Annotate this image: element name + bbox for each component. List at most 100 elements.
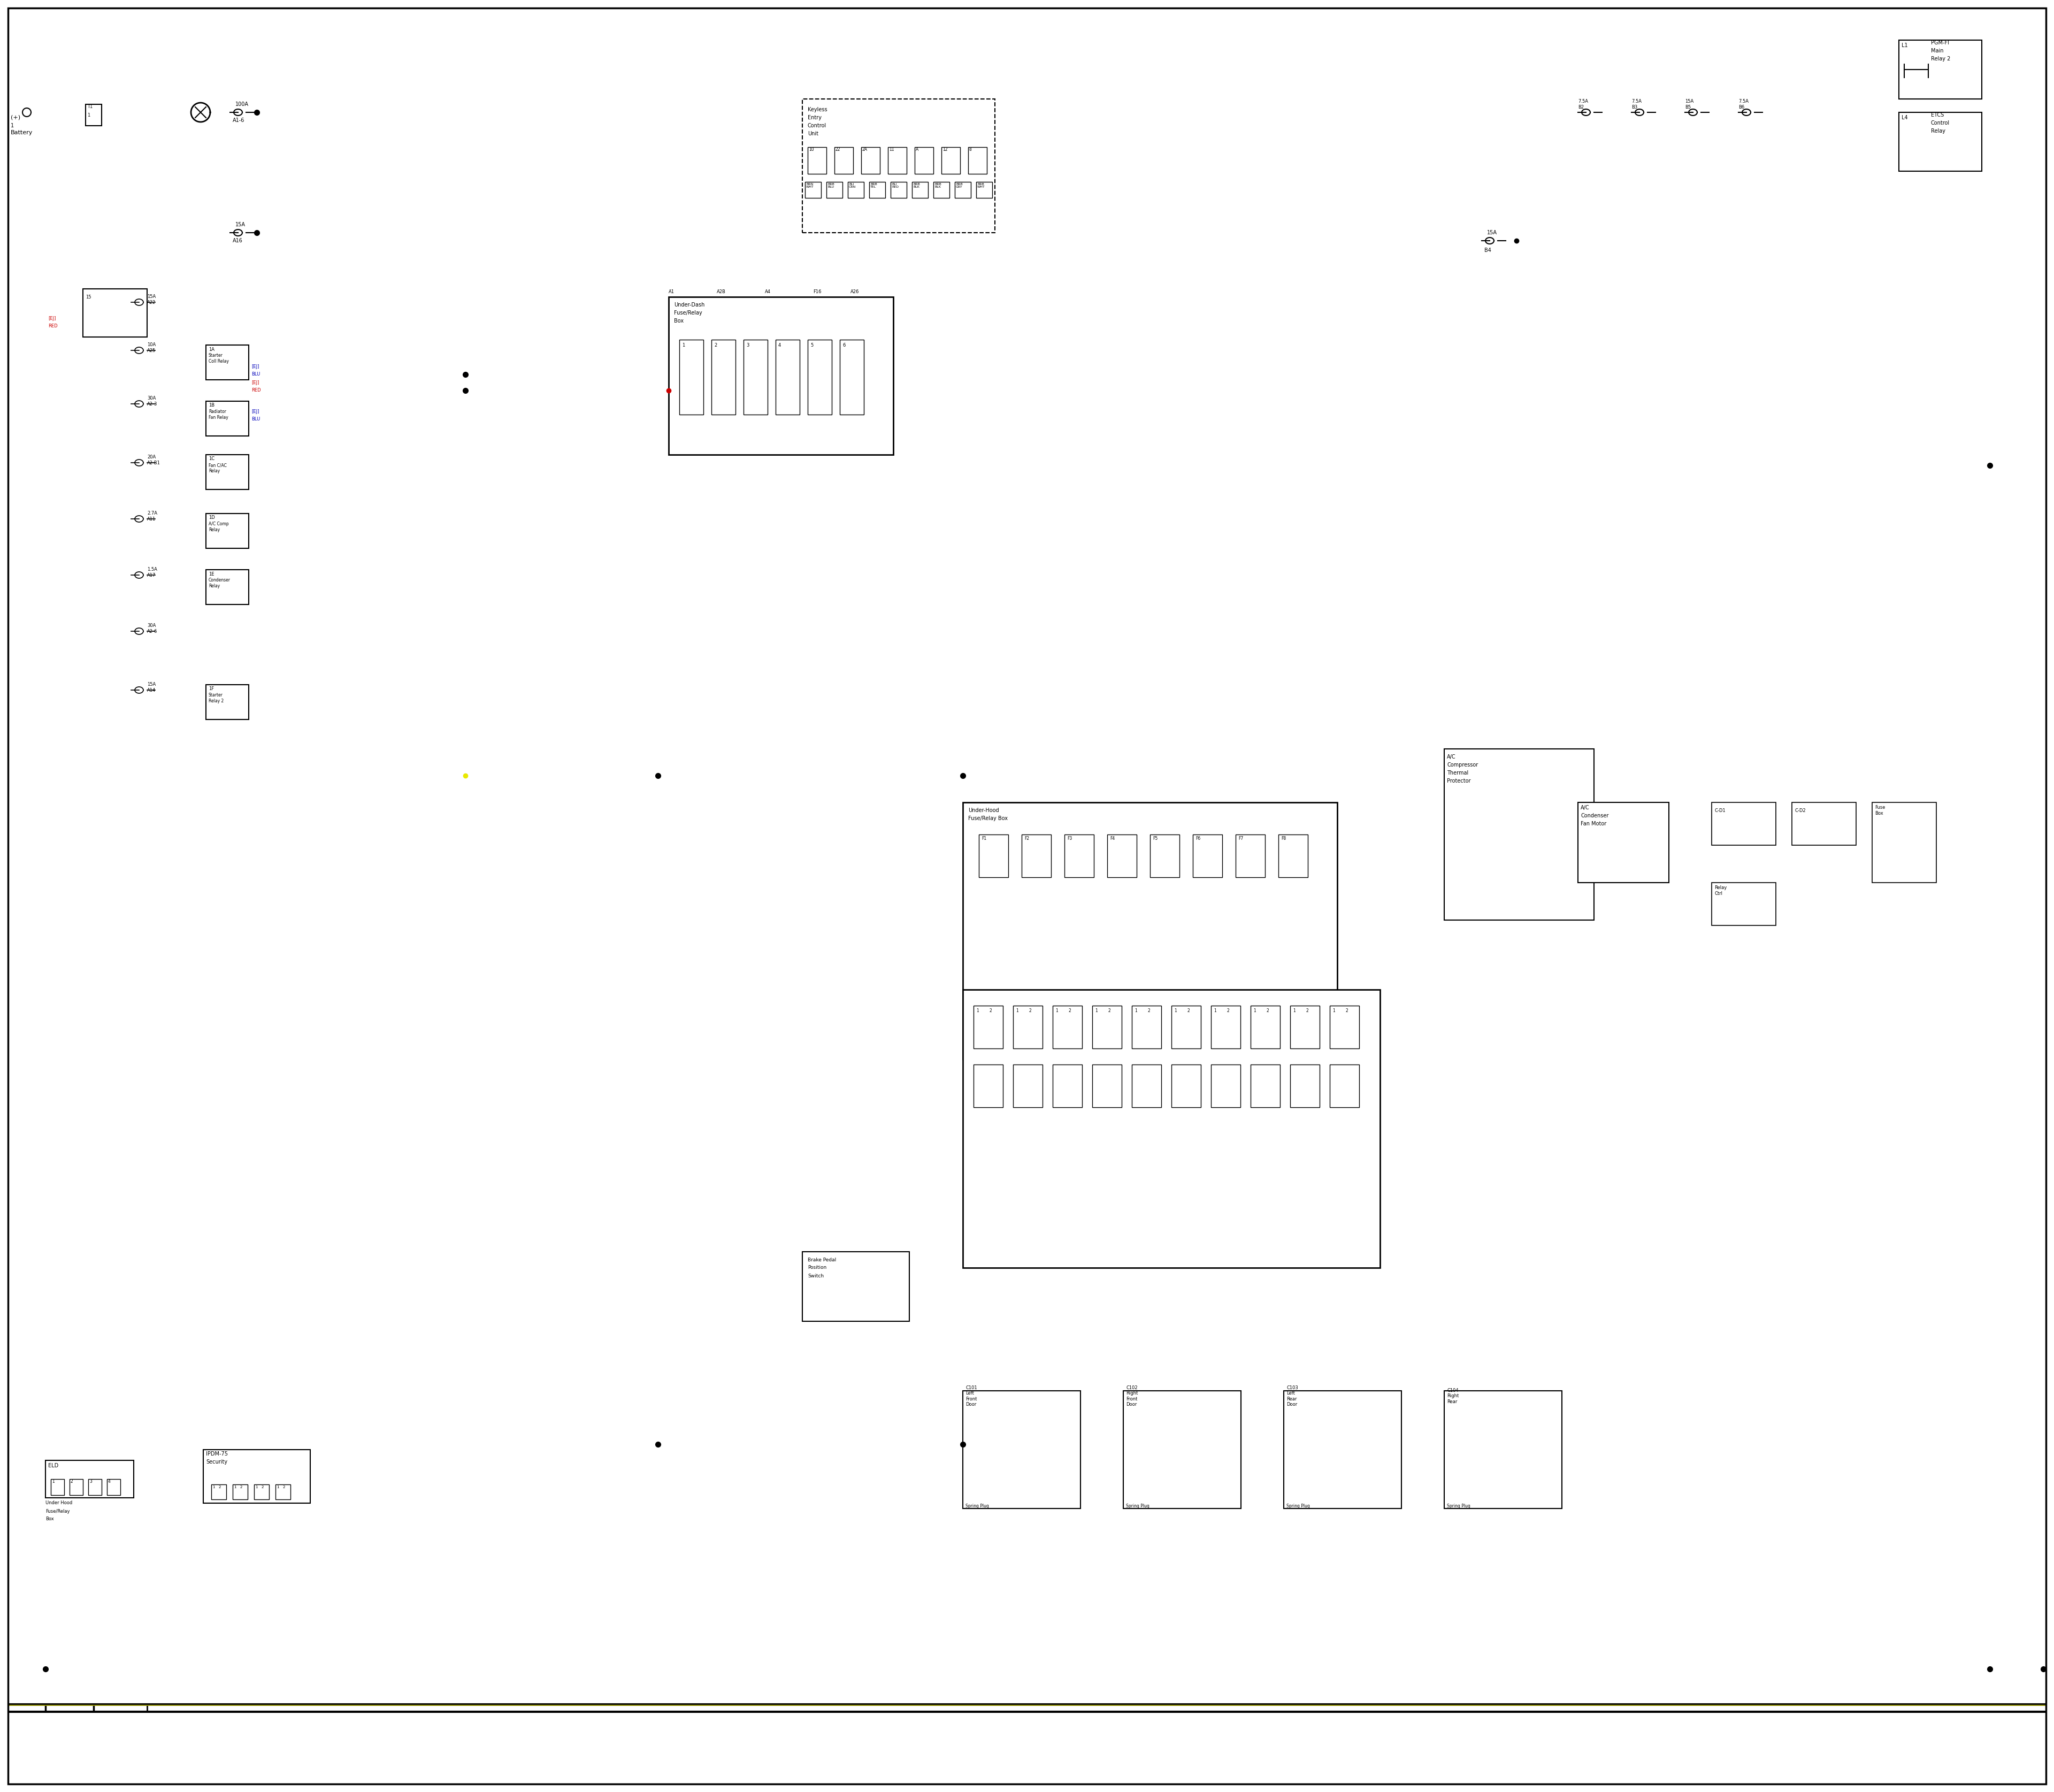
Bar xyxy=(912,181,928,197)
Text: 1C: 1C xyxy=(210,457,214,461)
Text: 1: 1 xyxy=(51,1480,53,1484)
Text: 2: 2 xyxy=(261,1486,263,1489)
Text: [EJ]: [EJ] xyxy=(251,410,259,414)
Text: [EJ]: [EJ] xyxy=(47,315,55,321)
Text: ETCS: ETCS xyxy=(1931,113,1943,118)
Bar xyxy=(1898,113,1982,172)
Text: L1: L1 xyxy=(1902,43,1908,48)
Bar xyxy=(1021,835,1052,878)
Text: 15A
B5: 15A B5 xyxy=(1684,99,1695,109)
Text: 4: 4 xyxy=(109,1480,111,1484)
Bar xyxy=(887,147,906,174)
Bar xyxy=(1329,1064,1360,1107)
Text: 1E: 1E xyxy=(210,572,214,577)
Text: 2A: 2A xyxy=(863,147,867,152)
Bar xyxy=(205,685,249,719)
Text: Spring Plug: Spring Plug xyxy=(1126,1503,1150,1509)
Text: A4: A4 xyxy=(764,289,770,294)
Bar xyxy=(869,181,885,197)
Bar xyxy=(848,181,865,197)
Text: 10: 10 xyxy=(809,147,813,152)
Text: Position: Position xyxy=(807,1265,826,1271)
Bar xyxy=(834,147,852,174)
Text: Fan Motor: Fan Motor xyxy=(1582,821,1606,826)
Text: 30A
A2-3: 30A A2-3 xyxy=(148,396,158,407)
Bar xyxy=(107,1478,121,1495)
Text: 2: 2 xyxy=(1068,1009,1072,1014)
Text: 2: 2 xyxy=(1109,1009,1111,1014)
Text: 2: 2 xyxy=(1148,1009,1150,1014)
Text: Spring Plug: Spring Plug xyxy=(1286,1503,1310,1509)
Bar xyxy=(861,147,879,174)
Text: 2.7A
A11: 2.7A A11 xyxy=(148,511,158,521)
Text: 2: 2 xyxy=(1306,1009,1308,1014)
Bar xyxy=(1052,1005,1082,1048)
Bar xyxy=(1444,1391,1561,1509)
Bar xyxy=(45,1460,134,1498)
Text: 1: 1 xyxy=(86,113,90,118)
Text: 1: 1 xyxy=(976,1009,978,1014)
Text: 12: 12 xyxy=(943,147,947,152)
Text: 1: 1 xyxy=(1333,1009,1335,1014)
Text: 1: 1 xyxy=(1134,1009,1138,1014)
Text: 7.5A
B3: 7.5A B3 xyxy=(1631,99,1641,109)
Bar xyxy=(70,1478,82,1495)
Bar xyxy=(255,1484,269,1500)
Bar xyxy=(1251,1064,1280,1107)
Text: A: A xyxy=(916,147,918,152)
Bar xyxy=(1093,1005,1121,1048)
Text: 1: 1 xyxy=(212,1486,216,1489)
Bar xyxy=(51,1478,64,1495)
Text: Relay
Ctrl: Relay Ctrl xyxy=(1715,885,1727,896)
Text: Fuse/Relay: Fuse/Relay xyxy=(45,1509,70,1514)
Text: 1: 1 xyxy=(1017,1009,1019,1014)
Bar xyxy=(1150,835,1179,878)
Text: 1: 1 xyxy=(1056,1009,1058,1014)
Text: BRB
GRY: BRB GRY xyxy=(955,183,963,188)
Text: 1: 1 xyxy=(1214,1009,1216,1014)
Text: Thermal: Thermal xyxy=(1446,771,1469,776)
Bar xyxy=(232,1484,249,1500)
Text: 1: 1 xyxy=(277,1486,279,1489)
Text: Fan C/AC
Relay: Fan C/AC Relay xyxy=(210,462,226,473)
Bar xyxy=(1013,1005,1043,1048)
Bar xyxy=(1711,883,1777,925)
Text: Under-Dash: Under-Dash xyxy=(674,303,705,308)
Text: Condenser
Relay: Condenser Relay xyxy=(210,577,230,588)
Text: A16: A16 xyxy=(232,238,242,244)
Text: Fuse/Relay Box: Fuse/Relay Box xyxy=(967,815,1009,821)
Text: 15A
A22: 15A A22 xyxy=(148,294,156,305)
Bar xyxy=(967,147,986,174)
Bar xyxy=(1329,1005,1360,1048)
Bar xyxy=(205,455,249,489)
Text: 2: 2 xyxy=(1226,1009,1230,1014)
Bar xyxy=(976,181,992,197)
Text: PGM-FI: PGM-FI xyxy=(1931,39,1949,45)
Text: Protector: Protector xyxy=(1446,778,1471,783)
Text: 2: 2 xyxy=(1029,1009,1031,1014)
Text: 1A: 1A xyxy=(210,348,214,351)
Text: [EJ]: [EJ] xyxy=(251,380,259,385)
Bar xyxy=(711,340,735,414)
Bar xyxy=(1290,1005,1319,1048)
Text: RED: RED xyxy=(251,389,261,392)
Text: BLU: BLU xyxy=(251,373,261,376)
Bar xyxy=(1871,803,1937,883)
Text: Condenser: Condenser xyxy=(1582,814,1608,819)
Text: Keyless: Keyless xyxy=(807,108,828,113)
Bar xyxy=(1278,835,1308,878)
Bar xyxy=(86,104,101,125)
Text: Entry: Entry xyxy=(807,115,822,120)
Bar xyxy=(1791,803,1857,846)
Text: Security: Security xyxy=(205,1459,228,1464)
Text: 5: 5 xyxy=(811,342,813,348)
Text: F5: F5 xyxy=(1152,837,1158,840)
Bar xyxy=(826,181,842,197)
Bar xyxy=(980,835,1009,878)
Bar xyxy=(1093,1064,1121,1107)
Text: 2: 2 xyxy=(220,1486,222,1489)
Text: Box: Box xyxy=(674,319,684,324)
Text: 1: 1 xyxy=(234,1486,236,1489)
Text: 11: 11 xyxy=(889,147,893,152)
Text: BLI
RED: BLI RED xyxy=(891,183,900,188)
